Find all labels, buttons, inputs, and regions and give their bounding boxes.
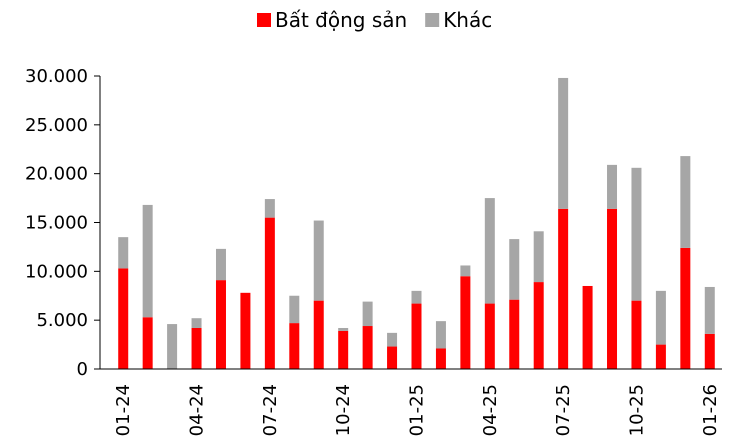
bar-segment: [631, 167, 642, 301]
legend-label: Bất động sản: [275, 8, 407, 32]
x-tick-label: 10-25: [626, 384, 647, 436]
bar-segment: [387, 332, 398, 347]
bar-segment: [533, 282, 544, 369]
bar-segment: [215, 248, 226, 281]
bar-segment: [704, 333, 715, 369]
bar-segment: [582, 285, 593, 369]
x-tick-label: 04-24: [187, 384, 208, 436]
bar-segment: [631, 300, 642, 369]
y-tick-label: 5.000: [36, 310, 88, 331]
y-tick-label: 30.000: [25, 66, 88, 87]
legend-label: Khác: [443, 8, 492, 32]
bar-segment: [387, 346, 398, 369]
bar-segment: [558, 77, 569, 209]
x-tick-label: 07-25: [553, 384, 574, 436]
bar-segment: [338, 330, 349, 369]
bar-segment: [484, 303, 495, 369]
bar-segment: [435, 348, 446, 369]
legend-swatch: [257, 13, 271, 27]
bar-segment: [338, 327, 349, 331]
bar-segment: [118, 268, 129, 369]
bar-segment: [264, 217, 275, 369]
legend-swatch: [425, 13, 440, 27]
bar-segment: [509, 239, 520, 300]
bar-segment: [142, 317, 153, 369]
bar-segment: [411, 290, 422, 304]
bar-segment: [607, 208, 618, 369]
bar-segment: [191, 318, 202, 328]
bar-segment: [167, 324, 178, 369]
bar-segment: [484, 198, 495, 304]
bar-segment: [460, 265, 471, 277]
bar-segment: [240, 292, 251, 369]
bar-segment: [289, 295, 300, 324]
bar-segment: [509, 299, 520, 369]
bar-segment: [118, 237, 129, 269]
bar-segment: [362, 326, 373, 369]
bar-segment: [435, 321, 446, 349]
bar-segment: [655, 290, 666, 345]
x-tick-label: 10-24: [333, 384, 354, 436]
x-tick-label: 07-24: [260, 384, 281, 436]
x-tick-label: 01-24: [113, 384, 134, 436]
x-tick-label: 01-25: [407, 384, 428, 436]
bar-segment: [362, 301, 373, 327]
bar-segment: [313, 220, 324, 301]
y-tick-label: 25.000: [25, 115, 88, 136]
y-tick-label: 0: [77, 359, 88, 380]
bar-segment: [411, 303, 422, 369]
bar-segment: [215, 280, 226, 369]
bar-segment: [191, 327, 202, 369]
bar-segment: [680, 156, 691, 248]
bar-segment: [533, 231, 544, 283]
bar-segment: [313, 300, 324, 369]
bar-segment: [264, 199, 275, 218]
bar-segment: [558, 208, 569, 369]
bar-segment: [460, 276, 471, 369]
bar-segment: [607, 164, 618, 209]
x-tick-label: 04-25: [480, 384, 501, 436]
x-tick-label: 01-26: [700, 384, 721, 436]
bar-segment: [289, 323, 300, 369]
y-tick-label: 10.000: [25, 261, 88, 282]
y-tick-label: 20.000: [25, 164, 88, 185]
y-tick-label: 15.000: [25, 213, 88, 234]
bar-segment: [142, 204, 153, 318]
bar-segment: [655, 344, 666, 369]
bar-segment: [680, 247, 691, 369]
bar-segment: [704, 286, 715, 334]
